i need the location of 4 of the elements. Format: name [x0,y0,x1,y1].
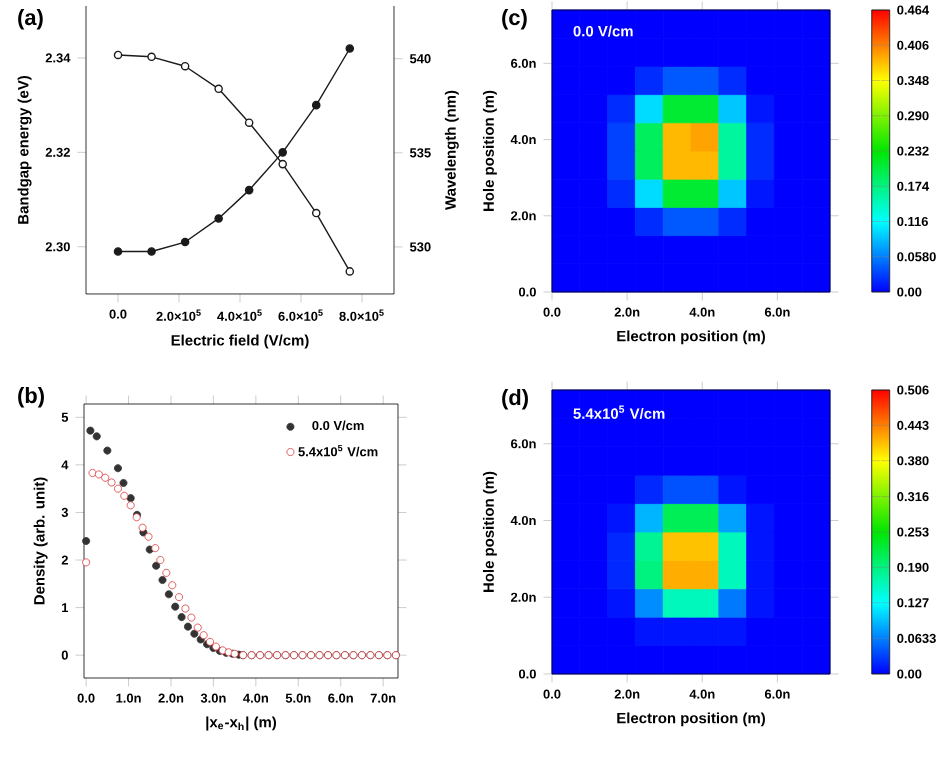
chart-title: (a) [18,9,43,30]
chart-title: (b) [18,387,44,408]
chart-title: (c) [502,9,527,30]
chart-title: (d) [502,389,528,410]
